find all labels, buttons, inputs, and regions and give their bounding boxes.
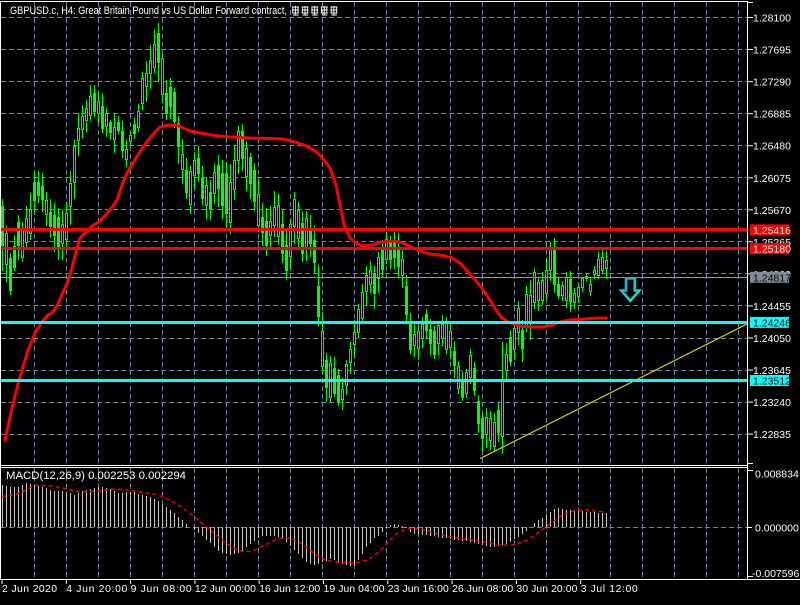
svg-text:26 Jun 08:00: 26 Jun 08:00 bbox=[452, 584, 513, 595]
svg-text:1.24246: 1.24246 bbox=[753, 317, 791, 329]
svg-text:1.24455: 1.24455 bbox=[753, 301, 791, 313]
svg-text:1.23240: 1.23240 bbox=[753, 397, 791, 409]
svg-text:1.22835: 1.22835 bbox=[753, 429, 791, 441]
svg-text:GBPUSD.c, H4: Great Britain P: GBPUSD.c, H4: Great Britain Pound vs US … bbox=[10, 5, 287, 17]
svg-text:1.24817: 1.24817 bbox=[753, 272, 791, 284]
svg-text:1.25180: 1.25180 bbox=[753, 244, 791, 256]
svg-text:23 Jun 16:00: 23 Jun 16:00 bbox=[388, 584, 449, 595]
svg-text:9 Jun 08:00: 9 Jun 08:00 bbox=[131, 584, 192, 595]
svg-text:0.000000: 0.000000 bbox=[755, 523, 799, 535]
svg-text:1.27695: 1.27695 bbox=[753, 45, 791, 57]
svg-text:1.25416: 1.25416 bbox=[753, 225, 791, 237]
svg-text:12 Jun 00:00: 12 Jun 00:00 bbox=[195, 584, 256, 595]
svg-text:1.23645: 1.23645 bbox=[753, 365, 791, 377]
svg-text:1.26075: 1.26075 bbox=[753, 173, 791, 185]
svg-text:4 Jun 20:00: 4 Jun 20:00 bbox=[66, 584, 127, 595]
svg-text:2 Jun 2020: 2 Jun 2020 bbox=[2, 584, 57, 595]
svg-text:3 Jul 12:00: 3 Jul 12:00 bbox=[581, 584, 638, 595]
svg-text:1.28100: 1.28100 bbox=[753, 13, 791, 25]
svg-text:-0.007596: -0.007596 bbox=[752, 568, 799, 580]
svg-text:30 Jun 20:00: 30 Jun 20:00 bbox=[516, 584, 577, 595]
svg-text:MACD(12,26,9) 0.002253 0.00229: MACD(12,26,9) 0.002253 0.002294 bbox=[6, 470, 186, 482]
svg-text:1.26480: 1.26480 bbox=[753, 141, 791, 153]
svg-text:1.27290: 1.27290 bbox=[753, 77, 791, 89]
svg-text:16 Jun 12:00: 16 Jun 12:00 bbox=[259, 584, 320, 595]
svg-text:19 Jun 04:00: 19 Jun 04:00 bbox=[324, 584, 385, 595]
svg-text:0.008834: 0.008834 bbox=[755, 469, 799, 481]
svg-text:1.24050: 1.24050 bbox=[753, 333, 791, 345]
svg-text:1.23512: 1.23512 bbox=[753, 376, 791, 388]
svg-text:1.25670: 1.25670 bbox=[753, 205, 791, 217]
svg-text:1.26885: 1.26885 bbox=[753, 109, 791, 121]
